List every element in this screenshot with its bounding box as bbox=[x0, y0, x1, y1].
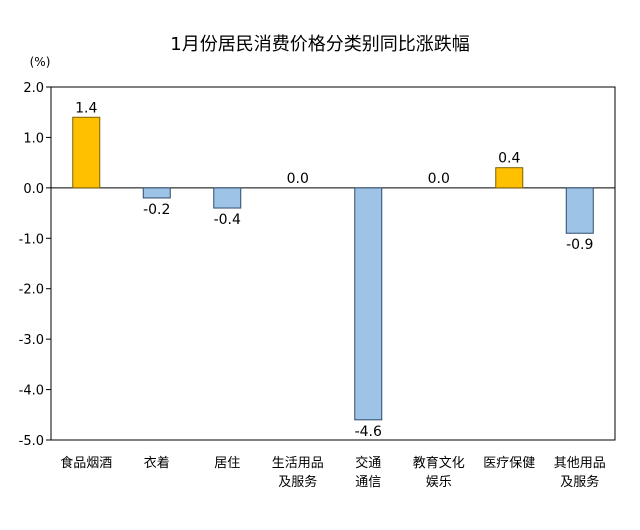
category-label: 生活用品 bbox=[272, 456, 324, 471]
category-label: 居住 bbox=[214, 456, 240, 471]
bar bbox=[354, 187, 383, 421]
y-tick-label: -4.0 bbox=[19, 384, 44, 399]
data-label: 0.0 bbox=[287, 171, 309, 187]
y-tick-label: -1.0 bbox=[19, 232, 44, 247]
category-label: 医疗保健 bbox=[483, 456, 535, 471]
bar bbox=[495, 167, 524, 189]
plot-area bbox=[50, 86, 616, 441]
bar bbox=[213, 187, 242, 209]
data-labels: 1.4 -0.2 -0.4 0.0 -4.6 0.0 0.4 -0.9 bbox=[75, 100, 593, 440]
data-label: 0.4 bbox=[498, 151, 520, 167]
y-axis: 2.0 1.0 0.0 -1.0 -2.0 -3.0 -4.0 -5.0 bbox=[19, 81, 615, 449]
y-tick-label: 0.0 bbox=[23, 182, 44, 197]
category-label: 其他用品 bbox=[554, 456, 606, 471]
y-tick-label: 2.0 bbox=[23, 81, 44, 96]
y-tick-label: -5.0 bbox=[19, 434, 44, 449]
y-unit-label: (%) bbox=[30, 55, 51, 69]
chart-title: 1月份居民消费价格分类别同比涨跌幅 bbox=[170, 34, 470, 55]
bar-series bbox=[72, 116, 594, 421]
data-label: -4.6 bbox=[355, 424, 382, 440]
category-label: 衣着 bbox=[144, 455, 170, 471]
data-label: 0.0 bbox=[428, 171, 450, 187]
category-label: 及服务 bbox=[560, 474, 599, 490]
category-label: 娱乐 bbox=[426, 475, 452, 490]
bar bbox=[142, 187, 171, 199]
category-label: 食品烟酒 bbox=[60, 455, 112, 471]
data-label: -0.9 bbox=[566, 237, 593, 253]
y-tick-label: 1.0 bbox=[23, 131, 44, 146]
category-label: 通信 bbox=[355, 475, 381, 490]
data-label: -0.2 bbox=[143, 202, 170, 218]
bar bbox=[565, 187, 594, 234]
data-label: -0.4 bbox=[214, 212, 241, 228]
category-label: 及服务 bbox=[278, 474, 317, 490]
y-tick-label: -2.0 bbox=[19, 283, 44, 298]
category-label: 交通 bbox=[355, 455, 381, 471]
bar bbox=[72, 116, 101, 189]
data-label: 1.4 bbox=[75, 100, 97, 116]
y-tick-label: -3.0 bbox=[19, 333, 44, 348]
category-label: 教育文化 bbox=[413, 455, 465, 471]
